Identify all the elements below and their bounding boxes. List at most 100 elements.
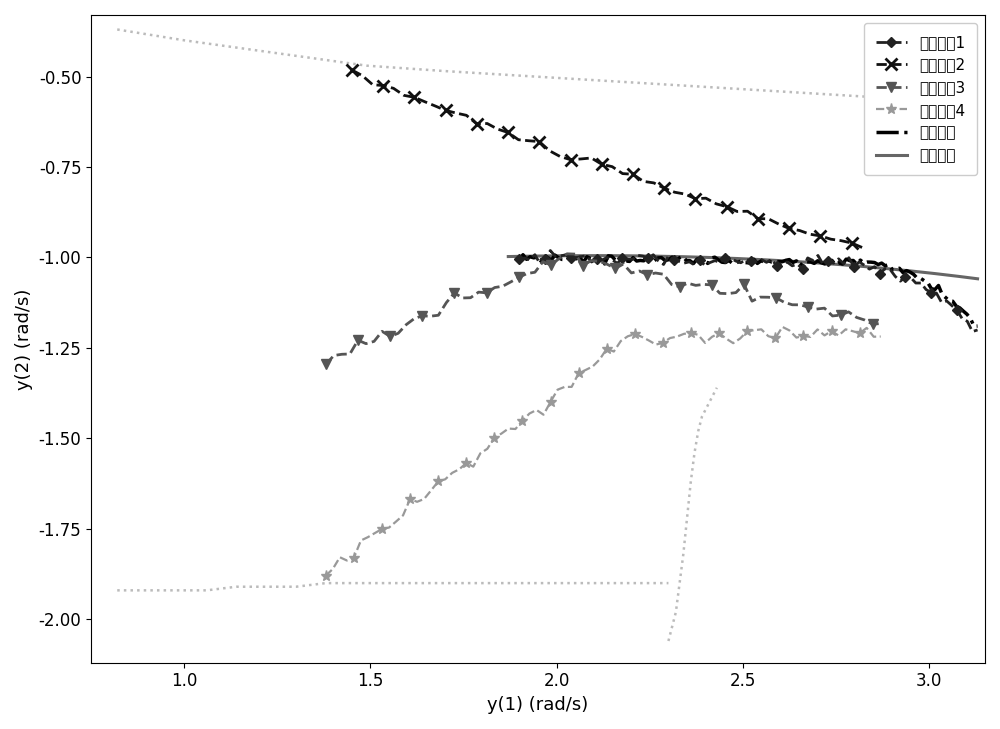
故障模态2	[794, 226, 806, 235]
故障模态3	[448, 289, 460, 297]
当前系统	[876, 259, 888, 268]
故障模态2	[752, 214, 764, 223]
故障模态2	[856, 243, 868, 252]
故障模态2	[731, 207, 743, 216]
故障模态2	[742, 207, 754, 216]
故障模态4	[566, 383, 578, 391]
故障模态4	[776, 322, 788, 331]
参考系统	[531, 252, 543, 260]
当前系统	[854, 256, 866, 265]
Line: 参考系统: 参考系统	[508, 256, 978, 278]
故障模态1	[910, 278, 922, 287]
故障模态2	[825, 235, 837, 243]
Line: 故障模态1: 故障模态1	[516, 247, 981, 335]
参考系统	[934, 270, 946, 278]
当前系统	[972, 321, 984, 330]
故障模态4	[678, 330, 690, 338]
故障模态2	[721, 202, 733, 211]
故障模态2	[762, 214, 774, 223]
故障模态2	[648, 179, 660, 187]
故障模态2	[523, 136, 535, 145]
X-axis label: y(1) (rad/s): y(1) (rad/s)	[487, 696, 589, 714]
故障模态2	[617, 169, 629, 178]
故障模态2	[846, 238, 858, 247]
当前系统	[755, 257, 767, 265]
故障模态2	[710, 200, 722, 208]
故障模态2	[512, 136, 524, 144]
故障模态2	[554, 152, 566, 161]
故障模态2	[575, 155, 587, 163]
故障模态2	[419, 98, 431, 106]
故障模态2	[658, 184, 670, 192]
故障模态2	[429, 101, 441, 110]
故障模态2	[773, 219, 785, 228]
故障模态2	[689, 195, 701, 203]
参考系统	[587, 252, 599, 260]
故障模态2	[606, 163, 618, 171]
故障模态3	[875, 319, 887, 328]
故障模态2	[627, 170, 639, 179]
参考系统	[521, 252, 533, 260]
故障模态2	[356, 71, 368, 80]
故障模态2	[388, 84, 400, 93]
故障模态1	[899, 273, 911, 281]
故障模态2	[637, 177, 649, 186]
故障模态1	[580, 252, 592, 260]
故障模态2	[367, 80, 379, 89]
故障模态1	[972, 326, 984, 335]
故障模态2	[450, 109, 462, 117]
故障模态2	[492, 125, 504, 133]
故障模态2	[502, 128, 514, 137]
当前系统	[513, 255, 525, 264]
故障模态1	[966, 327, 978, 336]
Line: 故障模态2: 故障模态2	[346, 64, 868, 253]
故障模态3	[320, 360, 332, 369]
故障模态4	[657, 338, 669, 347]
故障模态2	[408, 93, 420, 101]
故障模态2	[565, 155, 577, 164]
当前系统	[641, 253, 653, 262]
故障模态2	[346, 66, 358, 74]
当前系统	[517, 250, 529, 259]
故障模态1	[658, 260, 670, 269]
故障模态2	[460, 111, 472, 120]
故障模态4	[699, 338, 711, 347]
故障模态3	[802, 303, 814, 311]
故障模态1	[513, 255, 525, 264]
故障模态2	[471, 120, 483, 128]
参考系统	[630, 252, 642, 260]
Line: 故障模态4: 故障模态4	[320, 321, 886, 581]
故障模态2	[814, 232, 826, 241]
故障模态3	[489, 283, 501, 292]
故障模态2	[679, 190, 691, 198]
故障模态2	[783, 224, 795, 233]
故障模态4	[819, 331, 831, 340]
故障模态4	[875, 332, 887, 341]
故障模态3	[392, 329, 404, 338]
故障模态2	[596, 160, 608, 168]
故障模态2	[700, 194, 712, 203]
故障模态3	[633, 267, 645, 276]
参考系统	[502, 252, 514, 261]
故障模态4	[650, 340, 662, 349]
故障模态2	[377, 81, 389, 90]
故障模态2	[481, 119, 493, 128]
当前系统	[712, 255, 724, 264]
故障模态2	[585, 154, 597, 163]
Legend: 故障模态1, 故障模态2, 故障模态3, 故障模态4, 当前系统, 参考系统: 故障模态1, 故障模态2, 故障模态3, 故障模态4, 当前系统, 参考系统	[864, 23, 977, 175]
故障模态2	[533, 137, 545, 146]
故障模态3	[794, 300, 806, 309]
Line: 故障模态3: 故障模态3	[321, 249, 886, 370]
参考系统	[972, 274, 984, 283]
故障模态4	[320, 572, 332, 580]
故障模态2	[804, 230, 816, 238]
故障模态1	[838, 260, 850, 268]
故障模态2	[544, 147, 556, 155]
当前系统	[819, 260, 831, 268]
故障模态2	[669, 188, 681, 197]
故障模态2	[398, 91, 410, 100]
故障模态2	[835, 236, 847, 245]
故障模态2	[440, 106, 452, 114]
故障模态3	[561, 249, 573, 258]
Line: 当前系统: 当前系统	[519, 254, 978, 327]
